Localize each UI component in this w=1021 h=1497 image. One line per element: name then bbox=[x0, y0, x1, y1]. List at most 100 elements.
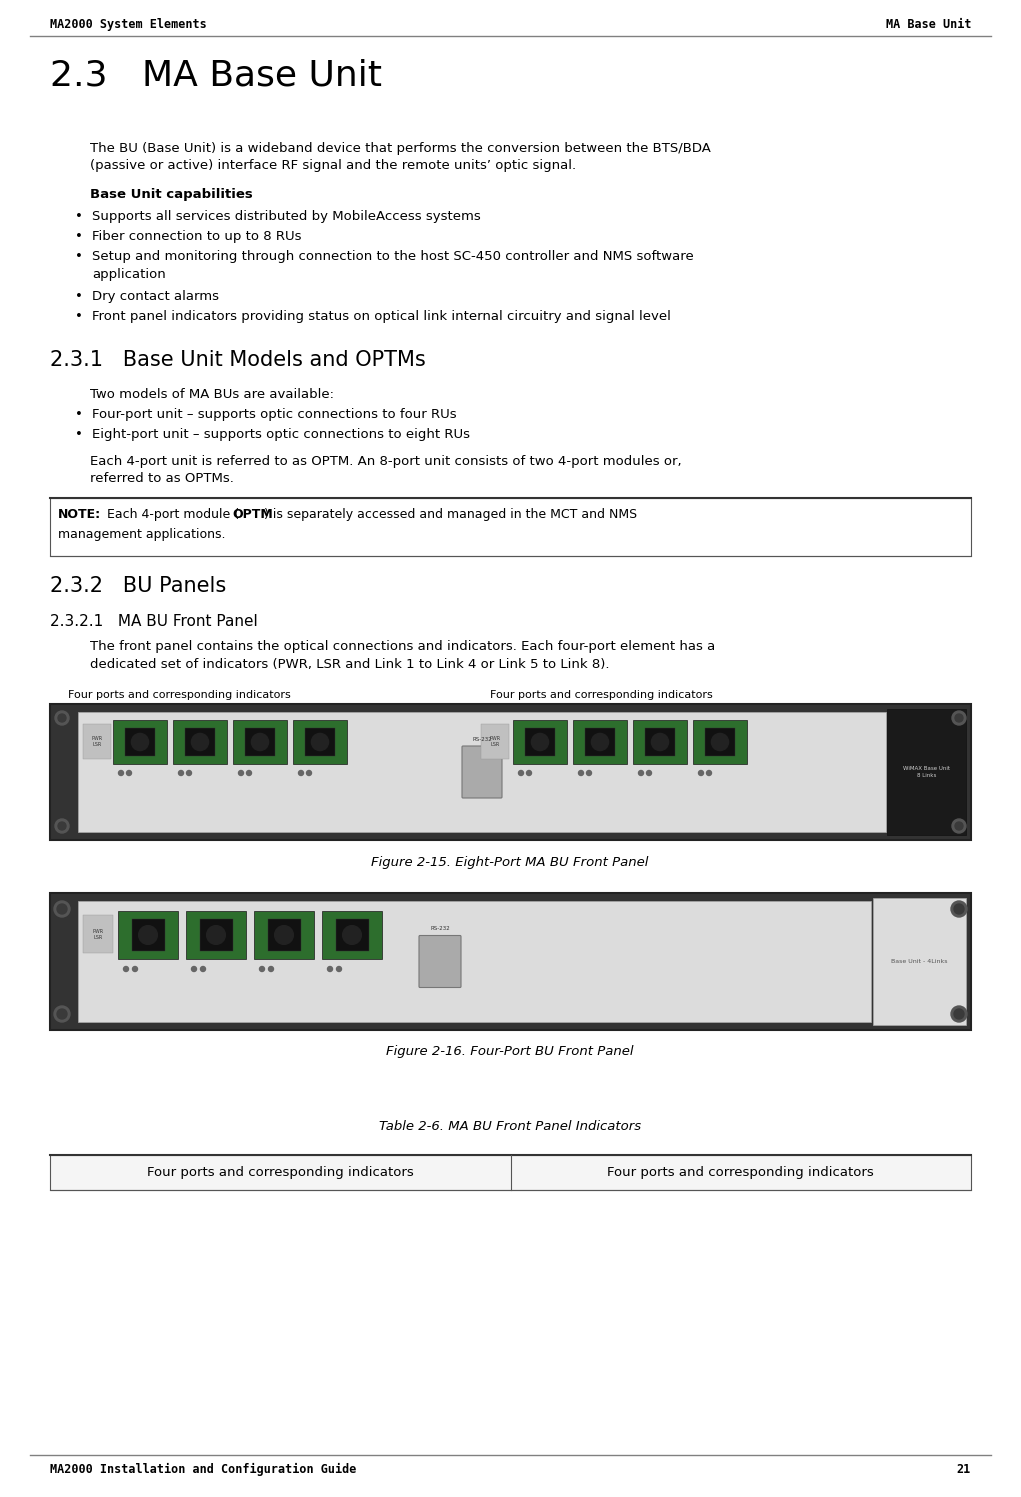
Text: Four-port unit – supports optic connections to four RUs: Four-port unit – supports optic connecti… bbox=[92, 409, 456, 421]
Text: PWR
LSR: PWR LSR bbox=[93, 928, 103, 940]
Bar bbox=[693, 720, 747, 763]
Circle shape bbox=[124, 967, 129, 972]
Circle shape bbox=[951, 1006, 967, 1022]
Circle shape bbox=[187, 771, 192, 775]
Bar bbox=[887, 710, 966, 835]
Circle shape bbox=[955, 822, 963, 829]
Text: (passive or active) interface RF signal and the remote units’ optic signal.: (passive or active) interface RF signal … bbox=[90, 159, 576, 172]
Circle shape bbox=[57, 904, 67, 915]
Circle shape bbox=[58, 822, 66, 829]
Circle shape bbox=[955, 714, 963, 722]
Bar bbox=[173, 720, 227, 763]
Text: OPTM: OPTM bbox=[232, 507, 273, 521]
Text: MA2000 Installation and Configuration Guide: MA2000 Installation and Configuration Gu… bbox=[50, 1463, 356, 1476]
Circle shape bbox=[343, 925, 361, 945]
Circle shape bbox=[579, 771, 583, 775]
Circle shape bbox=[519, 771, 524, 775]
Text: Four ports and corresponding indicators: Four ports and corresponding indicators bbox=[490, 690, 713, 701]
Bar bbox=[50, 704, 971, 840]
Circle shape bbox=[118, 771, 124, 775]
FancyBboxPatch shape bbox=[419, 936, 461, 988]
Bar bbox=[173, 766, 227, 780]
Bar bbox=[322, 912, 382, 960]
Text: •: • bbox=[75, 290, 83, 302]
Bar bbox=[293, 766, 347, 780]
Text: •: • bbox=[75, 310, 83, 323]
Circle shape bbox=[269, 967, 274, 972]
Bar bbox=[199, 919, 233, 951]
Circle shape bbox=[651, 734, 669, 750]
Bar bbox=[513, 766, 567, 780]
Bar bbox=[481, 725, 509, 759]
Circle shape bbox=[707, 771, 712, 775]
FancyBboxPatch shape bbox=[461, 746, 502, 798]
Bar bbox=[118, 912, 178, 960]
Circle shape bbox=[54, 901, 70, 918]
Circle shape bbox=[646, 771, 651, 775]
Bar bbox=[83, 725, 111, 759]
Circle shape bbox=[127, 771, 132, 775]
Text: management applications.: management applications. bbox=[58, 528, 226, 540]
Text: dedicated set of indicators (PWR, LSR and Link 1 to Link 4 or Link 5 to Link 8).: dedicated set of indicators (PWR, LSR an… bbox=[90, 659, 610, 671]
Text: referred to as OPTMs.: referred to as OPTMs. bbox=[90, 472, 234, 485]
Bar bbox=[186, 912, 246, 960]
Circle shape bbox=[133, 967, 138, 972]
Bar bbox=[573, 766, 627, 780]
Text: Base Unit - 4Links: Base Unit - 4Links bbox=[891, 960, 947, 964]
Bar bbox=[293, 720, 347, 763]
Text: MA Base Unit: MA Base Unit bbox=[885, 18, 971, 31]
Bar bbox=[245, 728, 275, 756]
Bar bbox=[645, 728, 675, 756]
Text: Eight-port unit – supports optic connections to eight RUs: Eight-port unit – supports optic connect… bbox=[92, 428, 470, 442]
Text: •: • bbox=[75, 250, 83, 263]
Circle shape bbox=[54, 1006, 70, 1022]
Text: Supports all services distributed by MobileAccess systems: Supports all services distributed by Mob… bbox=[92, 210, 481, 223]
Text: Base Unit capabilities: Base Unit capabilities bbox=[90, 189, 253, 201]
Bar bbox=[322, 961, 382, 978]
Bar bbox=[254, 912, 314, 960]
Bar bbox=[186, 961, 246, 978]
Text: •: • bbox=[75, 210, 83, 223]
Circle shape bbox=[275, 925, 293, 945]
Bar bbox=[305, 728, 335, 756]
Circle shape bbox=[952, 819, 966, 832]
Text: MA2000 System Elements: MA2000 System Elements bbox=[50, 18, 206, 31]
Circle shape bbox=[239, 771, 243, 775]
Text: PWR
LSR: PWR LSR bbox=[489, 737, 500, 747]
Bar bbox=[126, 728, 155, 756]
Bar bbox=[132, 919, 164, 951]
Circle shape bbox=[55, 711, 69, 725]
Circle shape bbox=[132, 734, 149, 750]
Text: Each 4-port module (: Each 4-port module ( bbox=[103, 507, 239, 521]
Bar bbox=[873, 898, 966, 1025]
Bar bbox=[254, 961, 314, 978]
Text: Four ports and corresponding indicators: Four ports and corresponding indicators bbox=[68, 690, 291, 701]
Bar bbox=[113, 720, 167, 763]
Text: The BU (Base Unit) is a wideband device that performs the conversion between the: The BU (Base Unit) is a wideband device … bbox=[90, 142, 711, 156]
Text: Table 2-6. MA BU Front Panel Indicators: Table 2-6. MA BU Front Panel Indicators bbox=[379, 1120, 641, 1133]
Text: 2.3.1   Base Unit Models and OPTMs: 2.3.1 Base Unit Models and OPTMs bbox=[50, 350, 426, 370]
Text: Four ports and corresponding indicators: Four ports and corresponding indicators bbox=[147, 1166, 414, 1180]
Circle shape bbox=[954, 904, 964, 915]
Text: •: • bbox=[75, 428, 83, 442]
Circle shape bbox=[192, 967, 196, 972]
Text: Two models of MA BUs are available:: Two models of MA BUs are available: bbox=[90, 388, 334, 401]
Text: application: application bbox=[92, 268, 165, 281]
Circle shape bbox=[951, 901, 967, 918]
Text: Setup and monitoring through connection to the host SC-450 controller and NMS so: Setup and monitoring through connection … bbox=[92, 250, 693, 263]
Circle shape bbox=[259, 967, 264, 972]
Text: Front panel indicators providing status on optical link internal circuitry and s: Front panel indicators providing status … bbox=[92, 310, 671, 323]
Circle shape bbox=[55, 819, 69, 832]
Circle shape bbox=[179, 771, 184, 775]
Text: 2.3   MA Base Unit: 2.3 MA Base Unit bbox=[50, 58, 382, 91]
Circle shape bbox=[531, 734, 548, 750]
Text: Each 4-port unit is referred to as OPTM. An 8-port unit consists of two 4-port m: Each 4-port unit is referred to as OPTM.… bbox=[90, 455, 682, 469]
Circle shape bbox=[712, 734, 729, 750]
Bar bbox=[233, 720, 287, 763]
Circle shape bbox=[698, 771, 703, 775]
Bar bbox=[513, 720, 567, 763]
Circle shape bbox=[139, 925, 157, 945]
Bar bbox=[113, 766, 167, 780]
Text: ) is separately accessed and managed in the MCT and NMS: ) is separately accessed and managed in … bbox=[264, 507, 637, 521]
Circle shape bbox=[527, 771, 532, 775]
